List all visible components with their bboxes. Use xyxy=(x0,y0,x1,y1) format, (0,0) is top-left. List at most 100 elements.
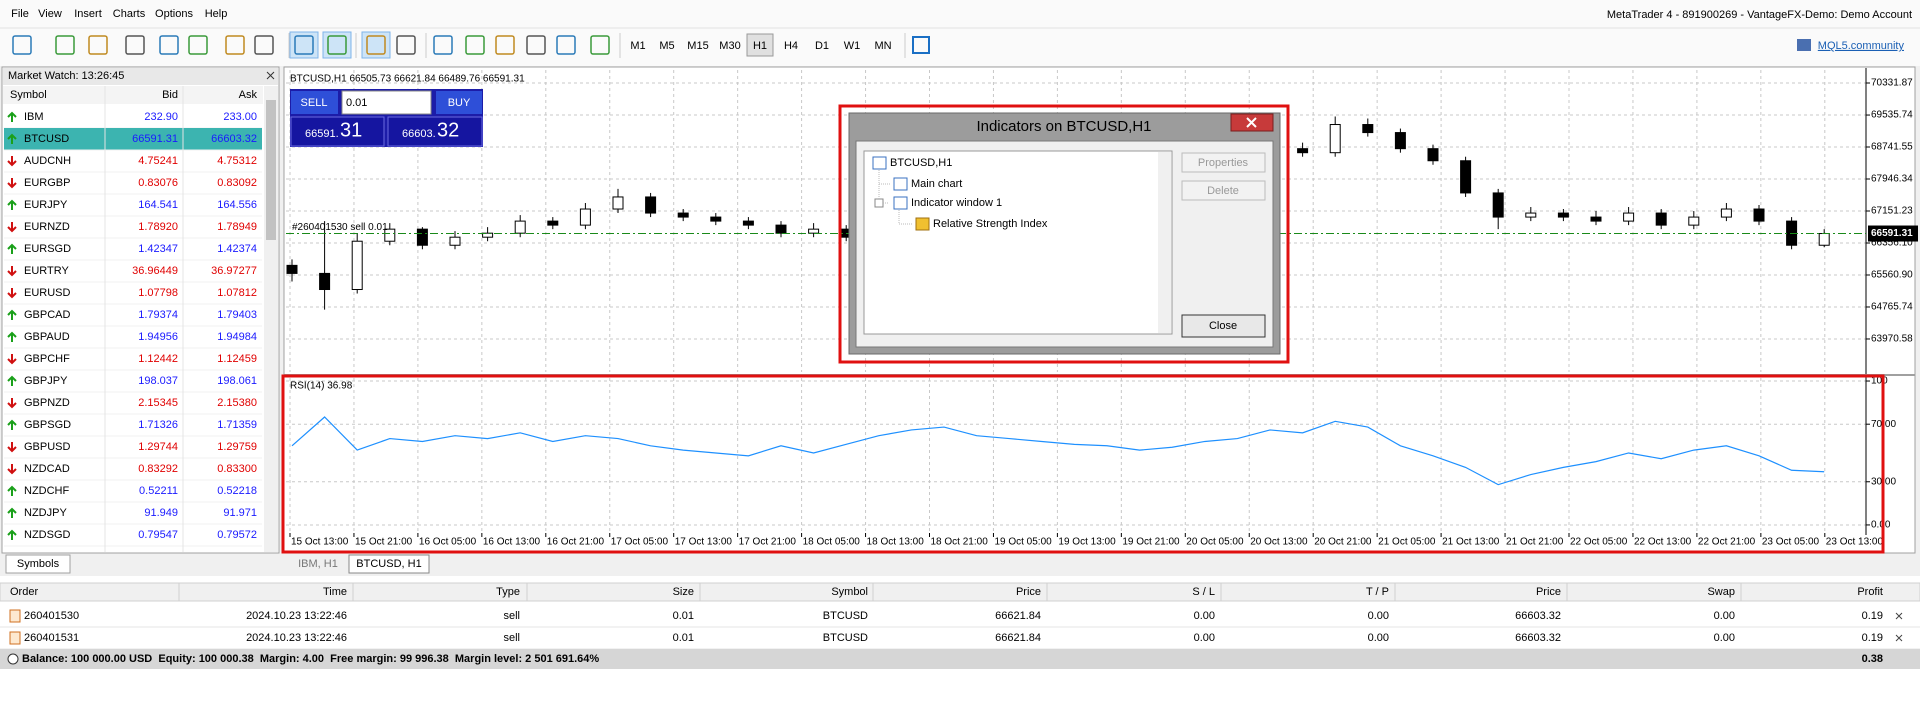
column-header[interactable]: Type xyxy=(496,586,520,598)
column-header[interactable]: T / P xyxy=(1366,586,1389,598)
tree-item[interactable]: Indicator window 1 xyxy=(911,197,1002,209)
symbol[interactable]: GBPSGD xyxy=(24,419,71,431)
cell[interactable]: 260401530 xyxy=(24,610,79,622)
lot-value[interactable]: 0.01 xyxy=(346,97,367,109)
toolbar-button[interactable] xyxy=(465,35,485,55)
toolbar-button[interactable] xyxy=(433,35,453,55)
dialog-button[interactable] xyxy=(1181,314,1266,338)
toolbar-button[interactable] xyxy=(254,35,274,55)
buy-button[interactable] xyxy=(436,91,482,114)
menu-item[interactable]: File xyxy=(11,8,29,20)
toolbar-button[interactable] xyxy=(88,35,108,55)
toolbar-button[interactable] xyxy=(125,35,145,55)
toolbar-button[interactable] xyxy=(294,35,314,55)
timeframe-button[interactable]: H4 xyxy=(784,40,798,52)
menu-item[interactable]: Help xyxy=(205,8,228,20)
timeframe-button[interactable]: M15 xyxy=(687,40,708,52)
symbol[interactable]: NZDCHF xyxy=(24,485,69,497)
column-header[interactable]: Symbol xyxy=(831,586,868,598)
timeframe-button[interactable]: M5 xyxy=(659,40,674,52)
menu-item[interactable]: Insert xyxy=(74,8,102,20)
sell-price-pips[interactable]: 31 xyxy=(340,119,362,141)
timeframe-button[interactable]: MN xyxy=(874,40,891,52)
close-order[interactable] xyxy=(1895,634,1903,642)
scroll-thumb[interactable] xyxy=(266,100,276,240)
symbol[interactable]: NZDSGD xyxy=(24,529,71,541)
dialog-button[interactable] xyxy=(1181,180,1266,201)
symbol[interactable]: NZDCAD xyxy=(24,463,70,475)
symbol[interactable]: EURSGD xyxy=(24,243,71,255)
toolbar-button[interactable] xyxy=(12,35,32,55)
buy-label[interactable]: BUY xyxy=(448,97,471,109)
menu-item[interactable]: View xyxy=(38,8,62,20)
tree-item[interactable]: BTCUSD,H1 xyxy=(890,157,952,169)
button-label[interactable]: Close xyxy=(1209,320,1237,332)
timeframe-button[interactable]: M30 xyxy=(719,40,740,52)
toolbar-button[interactable] xyxy=(526,35,546,55)
buy-price-pips[interactable]: 32 xyxy=(437,119,459,141)
symbol[interactable]: EURGBP xyxy=(24,177,70,189)
symbol[interactable]: NZDJPY xyxy=(24,507,67,519)
close-order[interactable] xyxy=(1895,612,1903,620)
sell-price-box[interactable] xyxy=(290,116,385,147)
column-header[interactable]: Time xyxy=(323,586,347,598)
toolbar-button[interactable] xyxy=(225,35,245,55)
toolbar-button[interactable] xyxy=(55,35,75,55)
toolbar-button[interactable] xyxy=(590,35,610,55)
timeframe-button[interactable]: D1 xyxy=(815,40,829,52)
tree-item[interactable]: Main chart xyxy=(911,178,962,190)
chart-tab[interactable] xyxy=(290,555,346,573)
toolbar-button[interactable] xyxy=(327,35,347,55)
button-label[interactable]: Properties xyxy=(1198,157,1249,169)
menu-item[interactable]: Charts xyxy=(113,8,146,20)
symbol[interactable]: EURNZD xyxy=(24,221,70,233)
symbol[interactable]: EURTRY xyxy=(24,265,69,277)
column-header[interactable]: Profit xyxy=(1857,586,1883,598)
symbol[interactable]: BTCUSD xyxy=(24,133,69,145)
buy-price-box[interactable] xyxy=(387,116,483,147)
toolbar-button[interactable] xyxy=(556,35,576,55)
toolbar-button[interactable] xyxy=(188,35,208,55)
button-label[interactable]: Delete xyxy=(1207,185,1239,197)
symbol[interactable]: GBPCHF xyxy=(24,353,70,365)
tab[interactable] xyxy=(5,554,71,574)
tab-label[interactable]: Symbols xyxy=(17,558,60,570)
tree-item[interactable]: Relative Strength Index xyxy=(933,218,1048,230)
symbol[interactable]: EURUSD xyxy=(24,287,71,299)
symbol[interactable]: GBPCAD xyxy=(24,309,71,321)
column-header[interactable]: Swap xyxy=(1707,586,1735,598)
toolbar-button[interactable] xyxy=(396,35,416,55)
symbol[interactable]: GBPNZD xyxy=(24,397,70,409)
column-header[interactable]: Bid xyxy=(162,89,178,101)
timeframe-button[interactable]: W1 xyxy=(844,40,861,52)
chart-tab-label[interactable]: IBM, H1 xyxy=(298,558,338,570)
toolbar-button[interactable] xyxy=(366,35,386,55)
symbol[interactable]: GBPJPY xyxy=(24,375,68,387)
column-header[interactable]: Price xyxy=(1016,586,1041,598)
symbol[interactable]: EURJPY xyxy=(24,199,68,211)
column-header[interactable]: Size xyxy=(673,586,694,598)
toolbar-button[interactable] xyxy=(159,35,179,55)
timeframe-button[interactable]: H1 xyxy=(753,40,767,52)
buy-price-main[interactable]: 66603. xyxy=(402,128,436,140)
toolbar-button[interactable] xyxy=(495,35,515,55)
symbol[interactable]: AUDCNH xyxy=(24,155,71,167)
cell[interactable]: 260401531 xyxy=(24,632,79,644)
column-header[interactable]: Symbol xyxy=(10,89,47,101)
close-icon[interactable] xyxy=(266,71,275,80)
sell-button[interactable] xyxy=(291,91,338,114)
menu-item[interactable]: Options xyxy=(155,8,193,20)
sell-price-main[interactable]: 66591. xyxy=(305,128,339,140)
column-header[interactable]: Price xyxy=(1536,586,1561,598)
symbol[interactable]: IBM xyxy=(24,111,44,123)
column-header[interactable]: Ask xyxy=(239,89,258,101)
mql-link[interactable]: MQL5.community xyxy=(1818,40,1905,52)
column-header[interactable]: Order xyxy=(10,586,38,598)
chart-tab[interactable] xyxy=(348,554,430,574)
symbol[interactable]: GBPUSD xyxy=(24,441,71,453)
symbol[interactable]: GBPAUD xyxy=(24,331,70,343)
lot-input[interactable] xyxy=(341,90,432,115)
timeframe-button[interactable]: M1 xyxy=(630,40,645,52)
fullscreen-icon[interactable] xyxy=(912,36,930,54)
column-header[interactable]: S / L xyxy=(1192,586,1215,598)
